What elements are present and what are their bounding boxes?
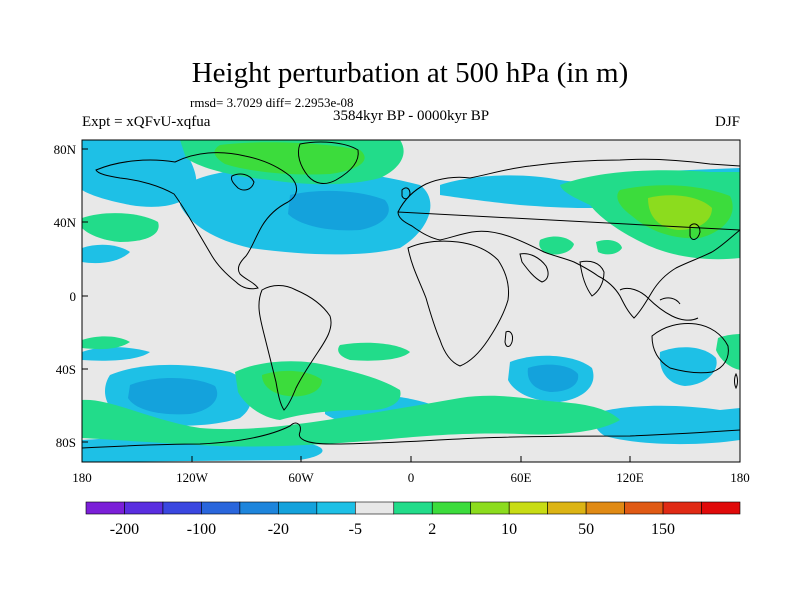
lat-tick-label: 40S [56, 362, 76, 377]
colorbar-label: -100 [187, 521, 216, 538]
colorbar-label: -20 [268, 521, 289, 538]
lon-tick-label: 60E [511, 470, 532, 485]
map-title: Height perturbation at 500 hPa (in m) [192, 57, 629, 89]
colorbar-swatch [470, 501, 510, 515]
lat-tick-label: 80N [54, 142, 77, 157]
colorbar-swatch [85, 501, 125, 515]
colorbar-swatch [201, 501, 241, 515]
lon-tick-label: 120E [616, 470, 644, 485]
colorbar-label: 2 [428, 521, 436, 538]
colorbar-swatch [239, 501, 279, 515]
coast-south-america [258, 285, 332, 411]
colorbar-swatch [547, 501, 587, 515]
neg-anomaly-indian-ocean-core [527, 364, 579, 392]
neg-anomaly-north-pacific [82, 140, 197, 207]
coast-new-zealand [734, 372, 738, 390]
lon-tick-label: 180 [730, 470, 750, 485]
coast-hudson-bay [231, 173, 255, 191]
colorbar-swatch [624, 501, 664, 515]
colorbar-labels: -200 -100 -20 -5 2 10 50 150 [110, 521, 675, 538]
colorbar-swatch [508, 501, 548, 515]
neg-anomaly-mid-south-atlantic [82, 347, 150, 361]
pos-anomaly-north-pacific-west [82, 213, 159, 242]
neg-anomaly-australia-south [659, 347, 717, 386]
neg-anomaly-atlantic-core [288, 190, 389, 231]
lon-tick-label: 60W [288, 470, 314, 485]
coast-madagascar [504, 331, 513, 347]
lat-tick-label: 80S [56, 435, 76, 450]
coast-africa [407, 240, 509, 367]
lon-tick-label: 180 [72, 470, 92, 485]
colorbar-swatch [701, 501, 741, 515]
neg-anomaly-south-pacific-core [128, 377, 218, 415]
colorbar-swatch [354, 501, 395, 515]
coast-north-america [95, 152, 297, 290]
coast-arabia-india [519, 253, 605, 297]
pos-anomaly-arabia [539, 236, 574, 255]
coast-uk [401, 187, 411, 200]
colorbar-swatch [278, 501, 318, 515]
colorbar [85, 501, 741, 515]
colorbar-swatch [393, 501, 433, 515]
colorbar-swatch [124, 501, 164, 515]
colorbar-label: -5 [349, 521, 362, 538]
lat-tick-label: 0 [70, 289, 77, 304]
pos-anomaly-greenland-core [214, 142, 365, 175]
lat-tick-label: 40N [54, 215, 77, 230]
colorbar-swatch [585, 501, 625, 515]
season-label: DJF [715, 114, 740, 130]
neg-anomaly-pacific-mid [82, 244, 130, 264]
colorbar-swatch [316, 501, 356, 515]
pos-anomaly-south-atlantic-west [338, 342, 410, 361]
pos-anomaly-siberia-peak [648, 195, 712, 230]
coast-southeast-asia [619, 287, 699, 321]
coast-europe-asia [397, 158, 740, 319]
colorbar-swatch [162, 501, 202, 515]
experiment-label: Expt = xQFvU-xqfua [82, 114, 211, 130]
colorbar-label: 50 [578, 521, 594, 538]
colorbar-label: 150 [651, 521, 675, 538]
stats-label: rmsd= 3.7029 diff= 2.2953e-08 [190, 95, 354, 110]
coast-japan [689, 223, 701, 240]
map-panel [82, 140, 740, 462]
pos-anomaly-southern-band [82, 395, 620, 447]
colorbar-label: -200 [110, 521, 139, 538]
coast-antarctica [82, 422, 740, 449]
neg-anomaly-southern-ocean-east [594, 405, 740, 445]
pos-anomaly-india [596, 240, 622, 255]
lon-tick-label: 0 [408, 470, 415, 485]
period-label: 3584kyr BP - 0000kyr BP [333, 108, 489, 124]
coastlines [82, 141, 740, 449]
colorbar-label: 10 [501, 521, 517, 538]
colorbar-swatch [662, 501, 702, 515]
latitude-axis: 80N 40N 0 40S 80S [54, 142, 88, 450]
pos-anomaly-south-pacific-east [82, 336, 130, 350]
longitude-axis: 180 120W 60W 0 60E 120E 180 [72, 456, 750, 485]
coast-greenland [297, 141, 359, 184]
lon-tick-label: 120W [176, 470, 209, 485]
coast-australia [651, 323, 729, 374]
colorbar-swatch [431, 501, 472, 515]
